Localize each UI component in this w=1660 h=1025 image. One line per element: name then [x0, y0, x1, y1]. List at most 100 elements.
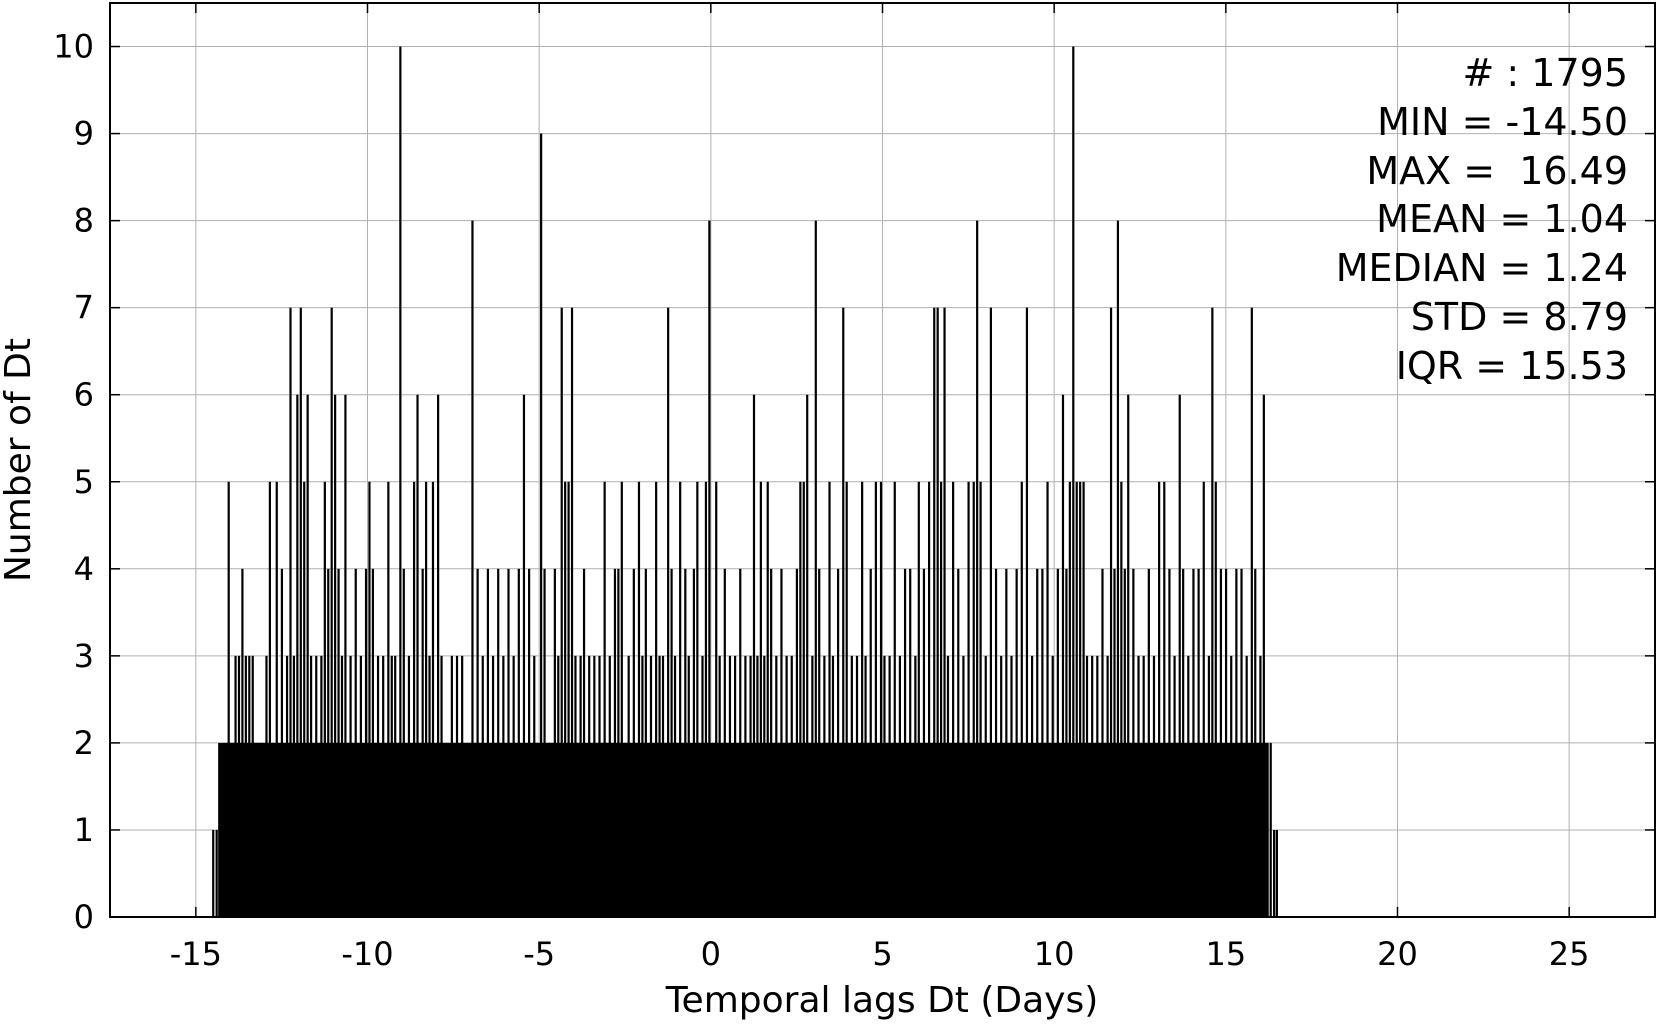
histogram-bar: [390, 655, 393, 917]
histogram-bar: [1072, 46, 1075, 918]
histogram-bar: [1187, 655, 1190, 917]
histogram-bar: [476, 568, 479, 917]
histogram-bar: [334, 394, 337, 917]
histogram-bar: [967, 481, 970, 917]
histogram-bar: [723, 568, 726, 917]
histogram-bar: [756, 655, 759, 917]
histogram-bar: [649, 655, 653, 917]
histogram-bar: [1173, 655, 1176, 917]
histogram-bar: [260, 742, 263, 917]
histogram-bar: [624, 742, 627, 917]
histogram-bar: [1091, 655, 1094, 917]
y-tick-label: 4: [74, 550, 94, 588]
histogram-bar: [536, 742, 539, 917]
histogram-bar: [466, 742, 469, 917]
histogram-bar: [759, 481, 762, 917]
histogram-bar: [364, 568, 368, 917]
histogram-bar: [1245, 655, 1248, 917]
x-tick-label: 25: [1549, 935, 1590, 973]
histogram-bar: [962, 655, 965, 917]
histogram-bar: [661, 655, 665, 917]
histogram-bar: [1068, 481, 1071, 917]
histogram-bar: [831, 655, 835, 917]
histogram-bar: [1025, 307, 1029, 918]
histogram-bar: [1101, 568, 1104, 917]
histogram-bar: [1163, 481, 1166, 917]
histogram-bar: [869, 568, 872, 917]
histogram-bar: [371, 568, 374, 917]
histogram-bar: [687, 655, 690, 917]
histogram-bar: [574, 655, 577, 917]
histogram-bar: [412, 481, 416, 917]
histogram-bar: [486, 568, 490, 917]
histogram-bar: [1168, 568, 1171, 917]
histogram-bar: [936, 307, 939, 918]
histogram-bar: [1137, 655, 1140, 917]
histogram-bar: [670, 568, 673, 917]
histogram-bar: [1116, 220, 1120, 918]
histogram-bar: [560, 307, 563, 918]
histogram-bar: [275, 481, 278, 917]
histogram-bar: [528, 568, 531, 917]
histogram-bars: [212, 46, 1278, 918]
histogram-bar: [579, 655, 582, 917]
histogram-bar: [943, 307, 946, 918]
histogram-bar: [855, 655, 859, 917]
histogram-bar: [1178, 394, 1181, 917]
y-tick-label: 10: [53, 28, 94, 66]
histogram-bar: [517, 568, 520, 917]
histogram-bar: [1065, 568, 1068, 917]
x-tick-labels: -15 -10 -5 0 5 10 15 20 25: [170, 935, 1590, 973]
y-tick-label: 9: [74, 115, 94, 153]
histogram-bar: [1000, 655, 1003, 917]
histogram-bar: [940, 481, 943, 917]
histogram-bar: [215, 829, 218, 917]
stat-max: MAX = 16.49: [1366, 149, 1628, 193]
x-axis-title: Temporal lags Dt (Days): [665, 980, 1099, 1021]
histogram-bar: [237, 655, 241, 917]
histogram-bar: [799, 481, 802, 917]
histogram-bar: [806, 394, 809, 917]
histogram-bar: [1096, 655, 1099, 917]
histogram-bar: [512, 655, 515, 917]
histogram-bar: [481, 655, 484, 917]
histogram-bar: [376, 655, 380, 917]
histogram-bar: [632, 568, 635, 917]
histogram-bar: [972, 481, 975, 917]
x-tick-label: 0: [701, 935, 721, 973]
histogram-bar: [1030, 655, 1034, 917]
histogram-bar: [455, 655, 459, 917]
histogram-bar: [222, 742, 225, 917]
histogram-bar: [655, 481, 658, 917]
histogram-bar: [265, 655, 268, 917]
histogram-bar: [344, 394, 347, 917]
histogram-bar: [231, 742, 234, 917]
histogram-bar: [818, 568, 821, 917]
histogram-bar: [368, 481, 371, 917]
histogram-bar: [1214, 481, 1217, 917]
histogram-bar: [330, 307, 333, 918]
histogram-bar: [1254, 568, 1257, 917]
histogram-bar: [1259, 655, 1262, 917]
histogram-bar: [251, 655, 254, 917]
histogram-bar: [874, 481, 877, 917]
y-tick-label: 6: [74, 376, 94, 414]
histogram-bar: [421, 568, 424, 917]
histogram-bar: [823, 655, 826, 917]
histogram-bar: [704, 481, 708, 917]
histogram-bar: [450, 655, 453, 917]
histogram-bar: [416, 394, 419, 917]
histogram-bar: [543, 568, 546, 917]
histogram-bar: [620, 481, 623, 917]
histogram-bar: [1182, 568, 1185, 917]
histogram-bar: [752, 394, 756, 917]
histogram-bar: [861, 481, 864, 917]
histogram-bar: [491, 655, 495, 917]
histogram-bar: [445, 742, 448, 917]
histogram-bar: [775, 655, 778, 917]
histogram-bar: [1036, 568, 1039, 917]
histogram-bar: [1005, 568, 1008, 917]
y-tick-label: 1: [74, 811, 94, 849]
histogram-bar: [212, 829, 215, 917]
histogram-bar: [272, 742, 275, 917]
